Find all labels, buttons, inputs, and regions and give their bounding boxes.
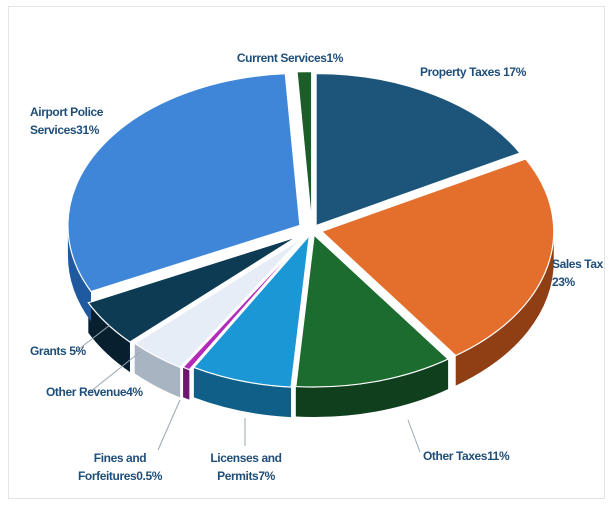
pie-slice-side-sales-tax (455, 231, 554, 386)
pie-slice-airport-police-services (67, 73, 301, 293)
pie-slice-sales-tax (320, 158, 555, 357)
data-label-other-taxes: Other Taxes11% (423, 449, 510, 463)
pie-top-faces (67, 70, 555, 388)
leader-lines (74, 324, 421, 453)
data-labels: Property Taxes 17% Sales Tax 23% Other Taxe… (30, 51, 604, 483)
data-label-property-taxes: Property Taxes 17% (420, 65, 527, 79)
data-label-sales-tax: Sales Tax 23% (552, 257, 604, 289)
leader-line-other-revenue (89, 351, 141, 393)
data-label-other-revenue: Other Revenue4% (46, 385, 143, 399)
pie-slice-side-licenses-and-permits (193, 367, 292, 418)
pie-slice-side-grants (88, 302, 130, 373)
pie-slice-side-other-revenue (134, 343, 181, 398)
data-label-airport-police-services: Airport Police Services31% (30, 105, 104, 137)
data-label-current-services: Current Services1% (237, 51, 344, 65)
pie-slice-side-fines-and-forfeitures (183, 367, 190, 400)
data-label-licenses-and-permits: Licenses and Permits7% (210, 451, 281, 483)
pie-slice-other-revenue (133, 237, 303, 369)
pie-slice-fines-and-forfeitures (182, 237, 306, 371)
pie-slice-licenses-and-permits (192, 233, 311, 388)
pie-slice-property-taxes (315, 72, 522, 227)
data-label-fines-and-forfeitures: Fines and Forfeitures0.5% (78, 451, 163, 483)
data-label-grants: Grants 5% (30, 344, 86, 358)
pie-slice-grants (87, 236, 298, 343)
leader-line-fines-and-forfeitures (157, 399, 181, 451)
leader-line-other-taxes (407, 419, 421, 453)
pie-slice-current-services (296, 70, 313, 224)
leader-line-grants (74, 324, 111, 353)
pie-slice-other-taxes (295, 233, 450, 388)
